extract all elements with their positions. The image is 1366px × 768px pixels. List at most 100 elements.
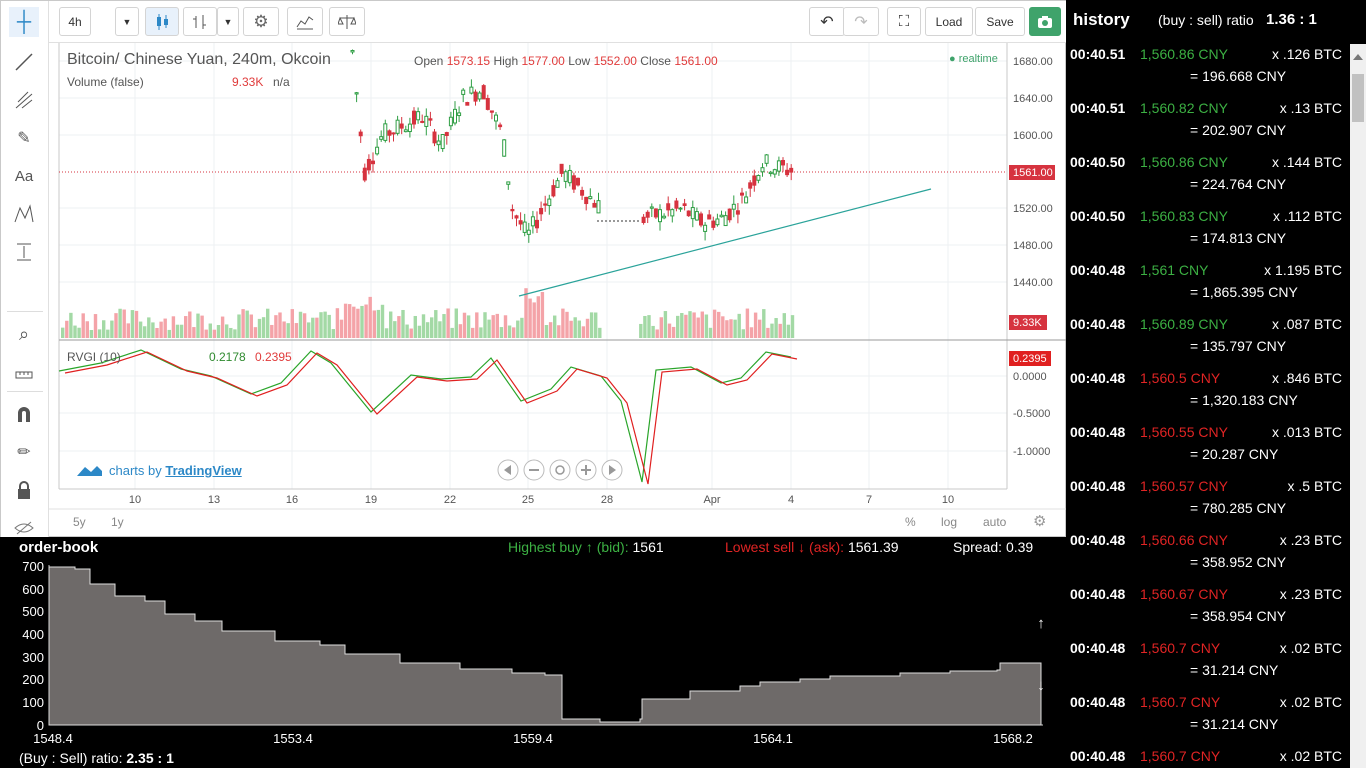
volume-bar: [220, 316, 225, 338]
volume-bar: [774, 318, 778, 338]
volume-bar: [528, 298, 532, 338]
chart-canvas[interactable]: 1680.00 1640.00 1600.00 1520.00 1480.00 …: [1, 1, 1067, 538]
volume-legend-label[interactable]: Volume (false): [67, 75, 144, 89]
bars-button[interactable]: [183, 7, 217, 36]
orderbook-ratio-value: 2.35 : 1: [126, 750, 174, 766]
trade-total: = 174.813 CNY: [1190, 230, 1287, 246]
candle-body: [686, 210, 691, 217]
depth-y-tick: 600: [22, 582, 44, 597]
fullscreen-button[interactable]: ⛶: [887, 7, 921, 36]
price-axis-label: 1600.00: [1013, 130, 1053, 142]
scroll-up-arrow-icon[interactable]: ↑: [1037, 615, 1045, 632]
volume-bar: [651, 325, 655, 338]
branding[interactable]: charts by TradingView: [109, 463, 242, 478]
candle-body: [727, 208, 732, 221]
volume-bar: [290, 309, 294, 338]
snapshot-button[interactable]: [1029, 7, 1061, 36]
volume-bar: [143, 326, 147, 338]
candle-body: [354, 92, 359, 95]
scroll-down-arrow-icon[interactable]: ↓: [1037, 677, 1045, 694]
range-1y-button[interactable]: 1y: [111, 515, 124, 529]
candle-body: [740, 192, 744, 196]
history-scrollbar[interactable]: [1350, 44, 1366, 768]
volume-bar: [212, 329, 217, 338]
trade-quantity: x .02 BTC: [1279, 748, 1342, 764]
redo-button[interactable]: ↷: [843, 7, 879, 36]
load-button[interactable]: Load: [925, 7, 973, 36]
candlesticks: [350, 49, 794, 243]
pattern-tool[interactable]: [9, 199, 39, 229]
candle-body: [526, 229, 531, 235]
candle-body: [543, 203, 548, 206]
volume-bar: [122, 309, 126, 338]
interval-dropdown[interactable]: ▼: [115, 7, 139, 36]
volume-bar: [643, 315, 647, 338]
candle-body: [416, 111, 421, 121]
interval-button[interactable]: 4h: [59, 7, 91, 36]
ask-value: 1561.39: [847, 539, 899, 555]
measure-tool[interactable]: [9, 237, 39, 267]
undo-button[interactable]: ↶: [809, 7, 845, 36]
bid-value: 1561: [632, 539, 664, 555]
auto-scale-button[interactable]: auto: [983, 515, 1007, 529]
volume-bar: [130, 310, 135, 338]
crosshair-tool[interactable]: ┼: [9, 7, 39, 37]
volume-bar: [208, 323, 212, 338]
volume-bar: [237, 314, 241, 338]
log-scale-button[interactable]: log: [941, 515, 958, 529]
volume-bar: [282, 321, 286, 338]
depth-chart[interactable]: 700 600 500 400 300 200 100 0 1548.4 155…: [0, 559, 1066, 768]
volume-legend-na: n/a: [273, 75, 290, 89]
volume-bar: [134, 310, 139, 338]
volume-bar: [479, 327, 483, 338]
history-scroll-thumb[interactable]: [1352, 74, 1364, 122]
range-5y-button[interactable]: 5y: [73, 515, 86, 529]
volume-bar: [712, 309, 717, 338]
tradingview-link[interactable]: TradingView: [165, 463, 242, 478]
stay-in-drawing-tool[interactable]: ✏: [9, 437, 39, 467]
ruler-tool[interactable]: [9, 355, 39, 385]
settings-gear-icon[interactable]: ⚙: [1033, 513, 1047, 530]
volume-bar: [397, 316, 401, 338]
trend-line-tool[interactable]: [9, 47, 39, 77]
percent-scale-button[interactable]: %: [905, 515, 916, 529]
volume-bar: [749, 327, 754, 338]
compare-button[interactable]: [329, 7, 365, 36]
candle-body: [703, 224, 708, 232]
scroll-up-icon[interactable]: [1353, 54, 1363, 60]
volume-bar: [376, 309, 381, 338]
measure-icon: [17, 243, 31, 261]
pitchfork-tool[interactable]: [9, 85, 39, 115]
eye-off-icon: [14, 521, 34, 535]
volume-bar: [138, 321, 143, 338]
lock-tool[interactable]: [9, 475, 39, 505]
zoom-tool[interactable]: ⌕: [9, 319, 39, 349]
crosshair-icon: ┼: [16, 10, 32, 33]
reset-button[interactable]: [549, 459, 571, 481]
volume-bar: [102, 320, 106, 338]
magnet-tool[interactable]: [9, 399, 39, 429]
volume-bar: [368, 296, 372, 338]
volume-bar: [430, 317, 434, 338]
price-axis-label: 1680.00: [1013, 56, 1053, 68]
rvgi-legend-label[interactable]: RVGI (10): [67, 350, 121, 364]
candle-body: [785, 169, 790, 176]
time-axis-label: Apr: [703, 494, 720, 506]
volume-bar: [298, 311, 303, 338]
history-row: 00:40.48 1,560.7 CNY x .02 BTC: [1070, 748, 1346, 768]
volume-bar: [708, 327, 713, 338]
trade-price: 1,560.7 CNY: [1140, 640, 1221, 656]
candle-body: [596, 200, 601, 214]
history-ratio-value: 1.36 : 1: [1266, 11, 1317, 28]
chart-type-dropdown[interactable]: ▼: [217, 7, 239, 36]
save-button[interactable]: Save: [975, 7, 1025, 36]
settings-button[interactable]: ⚙: [243, 7, 279, 36]
hide-drawings-tool[interactable]: [9, 513, 39, 543]
brush-tool[interactable]: ✎: [9, 123, 39, 153]
history-row: 00:40.48 1,560.66 CNY x .23 BTC = 358.952 C…: [1070, 532, 1346, 586]
trend-line[interactable]: [518, 188, 932, 297]
candles-button[interactable]: [145, 7, 179, 36]
trade-time: 00:40.48: [1070, 586, 1126, 602]
indicators-button[interactable]: [287, 7, 323, 36]
text-tool[interactable]: Aa: [9, 161, 39, 191]
